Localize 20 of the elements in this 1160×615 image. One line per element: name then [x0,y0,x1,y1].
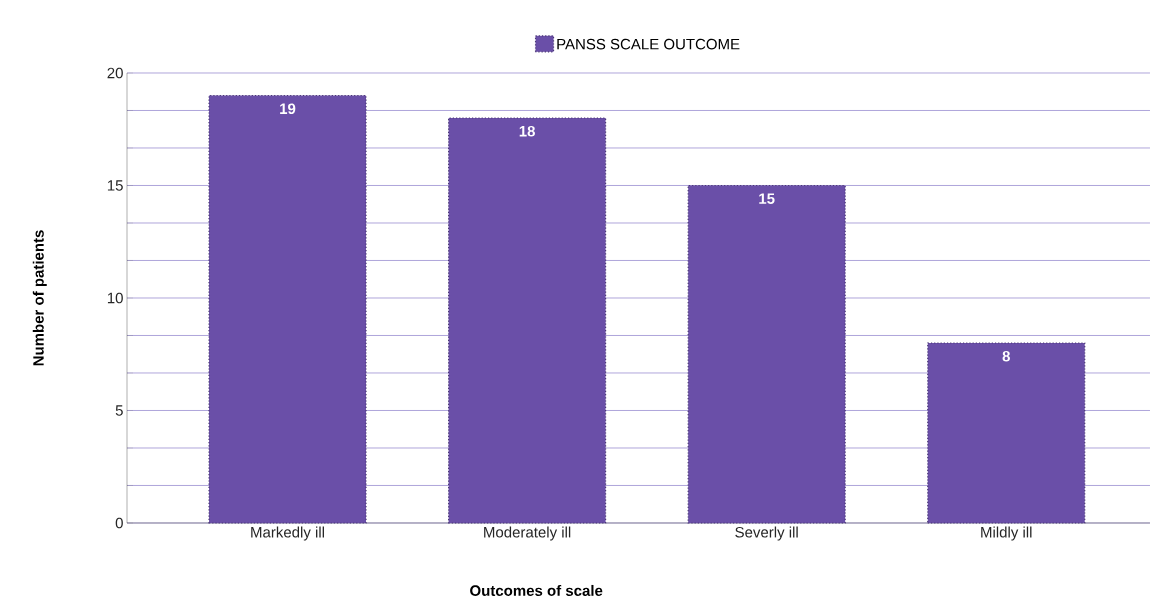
y-tick-label: 10 [107,292,123,304]
bar [927,342,1086,524]
data-label: 15 [759,193,775,204]
y-tick-label: 15 [107,180,123,191]
bar [208,94,367,524]
x-axis-title: Outcomes of scale [470,584,603,596]
y-tick-label: 0 [115,517,123,529]
y-tick-label: 5 [115,405,123,416]
legend-label: PANSS SCALE OUTCOME [557,38,740,50]
data-label: 19 [280,103,296,115]
bar [448,117,607,524]
y-axis-title: Number of patients [32,230,47,366]
x-tick-label: Moderately ill [484,526,571,541]
data-label: 18 [519,125,535,137]
bar [687,184,846,524]
x-tick-label: Mildly ill [981,526,1032,541]
data-label: 8 [1002,350,1010,362]
x-tick-label: Markedly ill [251,526,324,541]
y-tick-label: 20 [107,67,123,79]
x-tick-label: Severly ill [735,526,798,541]
